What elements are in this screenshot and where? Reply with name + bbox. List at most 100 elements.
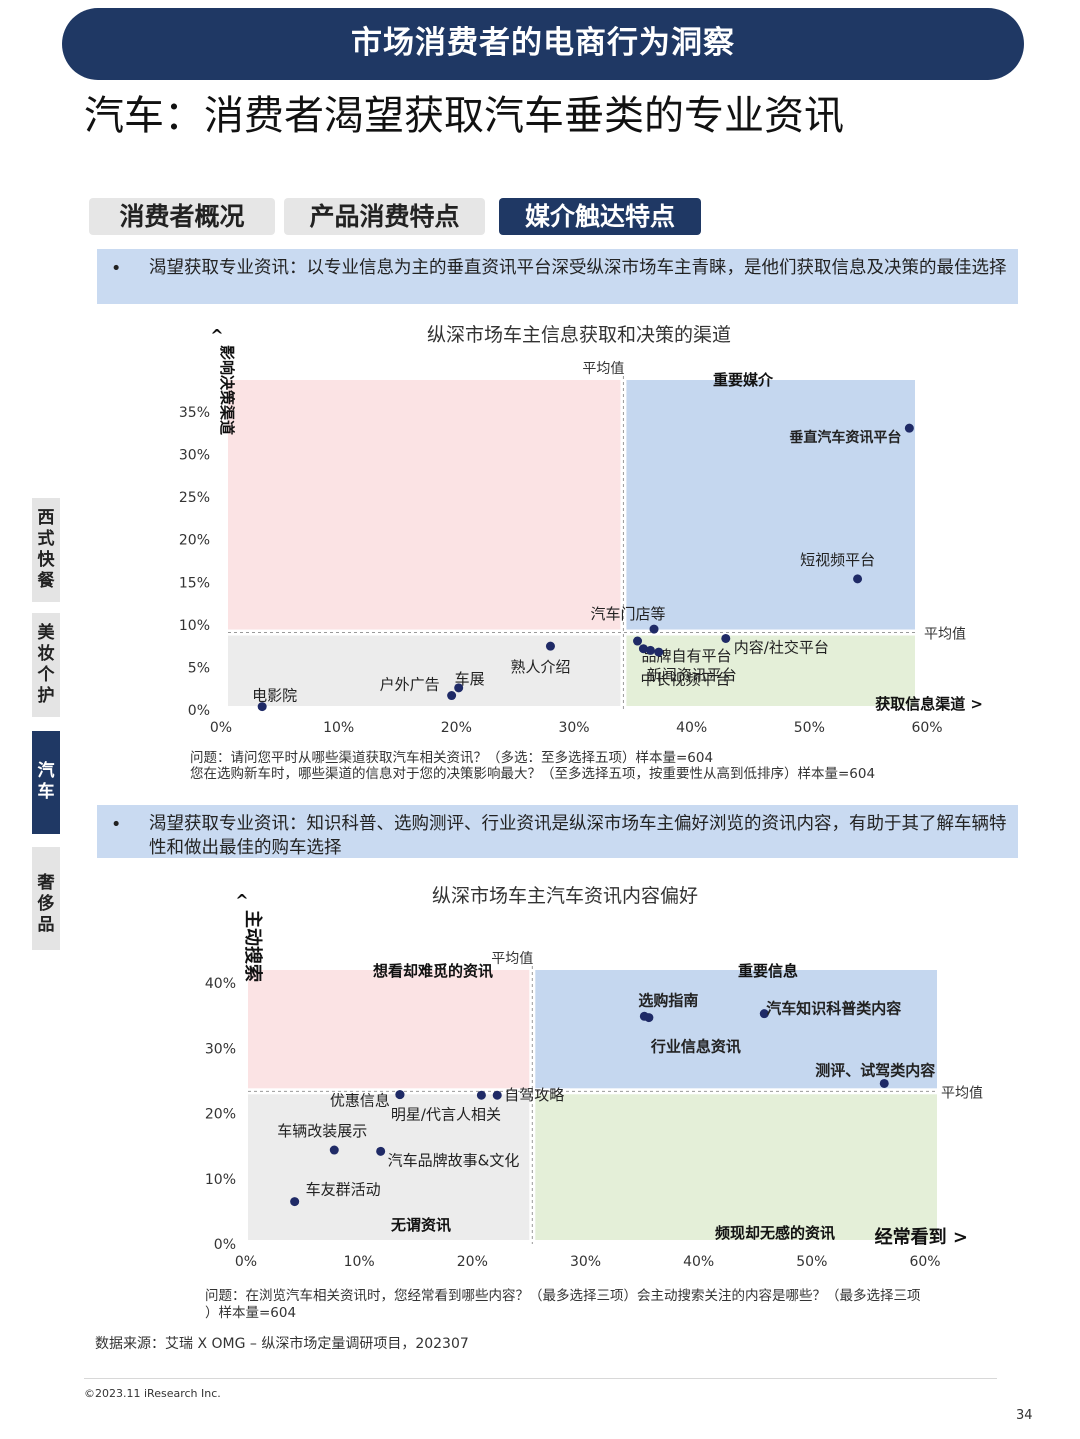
tab-media-reach[interactable]: 媒介触达特点 (499, 198, 701, 235)
data-label: 户外广告 (380, 676, 440, 694)
y-tick-label: 30% (205, 1041, 236, 1057)
data-point (638, 644, 648, 654)
x-tick-label: 30% (570, 1254, 601, 1270)
tab-consumer-overview[interactable]: 消费者概况 (89, 198, 275, 235)
x-tick-label: 10% (323, 720, 354, 736)
x-tick-label: 40% (683, 1254, 714, 1270)
data-point (395, 1090, 405, 1100)
tab-product-consumption[interactable]: 产品消费特点 (284, 198, 485, 235)
data-label: 中长视频平台 (640, 670, 730, 688)
data-point (759, 1009, 769, 1019)
data-point (447, 691, 457, 701)
page-number: 34 (1016, 1408, 1033, 1423)
x-tick-label: 60% (909, 1254, 940, 1270)
y-axis-arrow: ^ (235, 891, 248, 910)
side-tab-luxury[interactable]: 奢侈品 (32, 847, 60, 950)
x-tick-label: 40% (676, 720, 707, 736)
x-tick-label: 0% (235, 1254, 257, 1270)
data-point (454, 683, 464, 693)
data-point (879, 1078, 889, 1088)
side-tab-automobile[interactable]: 汽车 (32, 731, 60, 834)
data-label: 汽车知识科普类内容 (766, 1000, 901, 1018)
chart1-question-note: 问题：请问您平时从哪些渠道获取汽车相关资讯？（多选：至多选择五项）样本量=604 (190, 750, 714, 766)
side-tab-label: 西式快餐 (37, 508, 55, 591)
bullet-marker: • (111, 259, 122, 279)
x-axis-title: 经常看到 > (875, 1226, 968, 1248)
quadrant-label-top-right: 重要信息 (738, 962, 798, 980)
data-point (376, 1146, 386, 1156)
side-tab-western-fast-food[interactable]: 西式快餐 (32, 498, 60, 602)
data-point (476, 1090, 486, 1100)
data-source: 数据来源：艾瑞 X OMG – 纵深市场定量调研项目，202307 (95, 1336, 469, 1352)
y-tick-label: 35% (179, 405, 210, 421)
quadrant-bottom-right (626, 635, 915, 706)
chart1-question-note-2: 您在选购新车时，哪些渠道的信息对于您的决策影响最大？（至多选择五项，按重要性从高… (190, 766, 876, 782)
data-label: 测评、试驾类内容 (815, 1061, 935, 1079)
data-label: 新闻资讯平台 (647, 666, 737, 684)
data-label: 短视频平台 (800, 551, 875, 569)
side-tab-beauty-personal-care[interactable]: 美妆个护 (32, 613, 60, 717)
data-label: 品牌自有平台 (642, 647, 732, 665)
data-point (257, 702, 267, 712)
data-label: 汽车品牌故事&文化 (388, 1151, 520, 1169)
quadrant-label-bottom-left: 无谓资讯 (390, 1216, 451, 1234)
quadrant-label-top-left: 想看却难觅的资讯 (372, 962, 493, 980)
data-label: 行业信息资讯 (650, 1038, 741, 1056)
y-tick-label: 0% (188, 703, 210, 719)
x-tick-label: 0% (210, 720, 232, 736)
insight-box-channels: • 渴望获取专业资讯：以专业信息为主的垂直资讯平台深受纵深市场车主青睐，是他们获… (97, 249, 1018, 304)
y-tick-label: 5% (188, 660, 210, 676)
x-tick-label: 50% (796, 1254, 827, 1270)
y-tick-label: 0% (214, 1237, 236, 1253)
data-label: 熟人介绍 (510, 658, 570, 676)
chart-title: 纵深市场车主信息获取和决策的渠道 (427, 324, 731, 346)
quadrant-top-left (248, 970, 530, 1089)
average-y-label: 平均值 (941, 1085, 983, 1101)
bullet-marker: • (111, 815, 122, 835)
quadrant-top-left (228, 380, 621, 630)
data-point (904, 423, 914, 433)
quadrant-top-right (535, 970, 937, 1089)
page-title: 汽车：消费者渴望获取汽车垂类的专业资讯 (84, 93, 844, 139)
data-point (545, 641, 555, 651)
y-tick-label: 20% (179, 533, 210, 549)
quadrant-top-right (626, 380, 915, 630)
x-tick-label: 20% (457, 1254, 488, 1270)
insight-text: 渴望获取专业资讯：以专业信息为主的垂直资讯平台深受纵深市场车主青睐，是他们获取信… (149, 258, 1007, 278)
y-tick-label: 30% (179, 448, 210, 464)
data-point (645, 645, 655, 655)
data-label: 汽车门店等 (591, 605, 666, 623)
x-tick-label: 10% (344, 1254, 375, 1270)
side-tab-label: 美妆个护 (37, 623, 55, 706)
quadrant-label-top-right: 重要媒介 (713, 371, 774, 389)
footer-divider (84, 1378, 997, 1379)
data-point (853, 574, 863, 584)
data-point (649, 624, 659, 634)
x-tick-label: 30% (558, 720, 589, 736)
quadrant-bottom-right (535, 1094, 937, 1240)
data-label: 自驾攻略 (504, 1086, 564, 1104)
data-label: 选购指南 (638, 991, 698, 1009)
y-tick-label: 25% (179, 490, 210, 506)
average-x-label: 平均值 (582, 361, 624, 377)
y-axis-title: 主动搜索 (242, 910, 264, 982)
quadrant-label-bottom-right: 频现却无感的资讯 (715, 1224, 835, 1242)
data-point (290, 1197, 300, 1207)
y-tick-label: 20% (205, 1107, 236, 1123)
y-axis-arrow: ^ (210, 326, 223, 345)
data-label: 内容/社交平台 (734, 638, 829, 656)
report-banner: 市场消费者的电商行为洞察 (62, 8, 1024, 80)
data-point (492, 1090, 502, 1100)
copyright: ©2023.11 iResearch Inc. (84, 1387, 221, 1400)
side-tab-label: 奢侈品 (37, 873, 55, 935)
y-tick-label: 15% (179, 575, 210, 591)
data-point (654, 647, 664, 657)
data-label: 车辆改装展示 (277, 1122, 367, 1140)
x-axis-title: 获取信息渠道 > (875, 695, 983, 713)
data-label: 垂直汽车资讯平台 (789, 429, 901, 446)
data-label: 车友群活动 (306, 1181, 381, 1199)
chart2-question-note-2: ）样本量=604 (205, 1305, 297, 1321)
side-tab-label: 汽车 (37, 761, 55, 802)
chart-title: 纵深市场车主汽车资讯内容偏好 (432, 885, 698, 907)
